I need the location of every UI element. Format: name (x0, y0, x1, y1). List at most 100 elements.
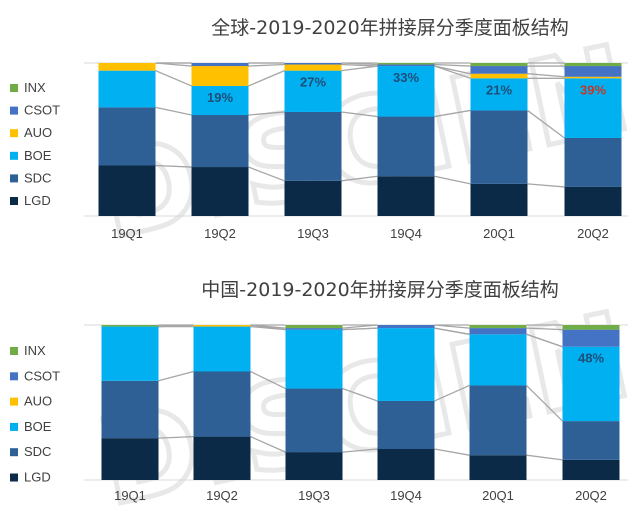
bar-sdc-19q4 (377, 116, 435, 177)
bar-inx-20q2 (564, 63, 622, 67)
series-line-lgd (434, 175, 471, 185)
bar-lgd-20q2 (562, 459, 620, 480)
bar-sdc-19q3 (284, 111, 342, 181)
legend-swatch-auo (10, 397, 18, 406)
legend-swatch-lgd (10, 473, 18, 482)
series-line-boe (341, 65, 378, 72)
x-tick-label: 19Q4 (390, 488, 422, 503)
series-line-sdc (527, 109, 565, 139)
bar-csot-20q2 (562, 329, 620, 347)
series-line-auo (434, 327, 470, 335)
bar-sdc-19q1 (98, 107, 156, 166)
series-line-lgd (434, 448, 470, 456)
bar-sdc-19q2 (191, 115, 249, 168)
bar-sdc-20q2 (562, 421, 620, 460)
bar-sdc-19q2 (193, 371, 251, 437)
series-line-lgd (342, 448, 378, 453)
legend-swatch-csot (10, 372, 18, 381)
legend-swatch-boe (10, 151, 18, 160)
bar-boe-19q2 (191, 85, 249, 116)
series-line-auo (434, 65, 471, 75)
x-tick-label: 20Q2 (575, 488, 607, 503)
chart-panel-2: 中国-2019-2020年拼接屏分季度面板结构 48% 19Q1 19Q2 19Q3 19… (10, 279, 628, 503)
bar-auo-19q3 (284, 64, 342, 71)
bar-auo-19q1 (98, 63, 156, 71)
legend-label-auo: AUO (24, 125, 52, 140)
series-line-boe (434, 65, 471, 79)
bar-boe-19q1 (98, 70, 156, 108)
bar-boe-20q2 (564, 78, 622, 138)
series-line-sdc (155, 106, 192, 116)
bar-sdc-20q2 (564, 137, 622, 187)
bar-lgd-19q2 (191, 167, 249, 216)
legend-label-lgd: LGD (24, 470, 51, 485)
bar-csot-20q2 (564, 66, 622, 77)
legend: INX CSOT AUO BOE SDC LGD (10, 80, 60, 208)
bar-csot-19q3 (285, 328, 343, 330)
bar-boe-19q1 (101, 326, 159, 381)
series-line-boe (248, 70, 285, 87)
data-label-boe-19q3: 27% (300, 75, 326, 90)
bar-csot-19q3 (284, 63, 342, 65)
legend-swatch-inx (10, 84, 18, 92)
bar-boe-19q4 (377, 328, 435, 401)
legend-label-inx: INX (24, 343, 46, 358)
bar-boe-20q2 (562, 346, 620, 422)
series-lines (158, 324, 563, 461)
legend-swatch-sdc (10, 448, 18, 457)
bar-boe-20q1 (469, 334, 527, 386)
series-line-csot (526, 327, 563, 331)
bar-inx-19q1 (101, 325, 159, 327)
data-label-boe-19q4: 33% (393, 70, 419, 85)
x-tick-label: 20Q2 (577, 226, 609, 241)
bar-sdc-19q4 (377, 400, 435, 449)
legend-swatch-sdc (10, 174, 18, 183)
legend-label-boe: BOE (24, 419, 52, 434)
bar-inx-20q1 (469, 325, 527, 329)
bar-lgd-19q3 (284, 180, 342, 216)
bar-inx-20q2 (562, 325, 620, 330)
bar-inx-19q3 (285, 325, 343, 329)
bar-csot-19q4 (377, 64, 435, 67)
bar-boe-20q1 (470, 78, 528, 111)
bar-lgd-19q3 (285, 452, 343, 480)
series-line-sdc (250, 370, 286, 390)
series-line-sdc (526, 384, 563, 422)
series-line-lgd (248, 166, 285, 182)
bar-boe-19q2 (193, 326, 251, 372)
legend-label-csot: CSOT (24, 368, 60, 383)
bar-lgd-19q4 (377, 449, 435, 480)
series-line-sdc (434, 384, 470, 402)
series-line-auo (527, 73, 565, 78)
legend-label-inx: INX (24, 80, 46, 95)
bar-auo-20q1 (470, 73, 528, 79)
series-line-auo (341, 63, 378, 67)
series-line-lgd (527, 183, 565, 188)
watermark-top: DISCIEN (87, 19, 640, 266)
bar-csot-19q4 (377, 325, 435, 329)
series-line-lgd (155, 164, 192, 168)
series-line-boe (155, 70, 192, 87)
series-lines (155, 62, 565, 188)
legend-label-sdc: SDC (24, 170, 51, 185)
legend-swatch-lgd (10, 197, 18, 205)
bar-lgd-19q2 (193, 436, 251, 480)
data-label-boe-20q1: 21% (486, 82, 512, 97)
bar-sdc-20q1 (470, 110, 528, 184)
bar-boe-19q3 (285, 329, 343, 389)
legend-swatch-inx (10, 347, 18, 355)
bar-inx-19q4 (377, 63, 435, 65)
series-line-auo (526, 333, 563, 348)
series-line-sdc (341, 111, 378, 118)
data-label-boe-19q2: 19% (207, 90, 233, 105)
series-line-lgd (526, 454, 563, 461)
series-line-lgd (341, 175, 378, 182)
data-label-boe-20q2: 48% (578, 351, 604, 366)
series-line-sdc (342, 387, 378, 402)
bar-sdc-20q1 (469, 385, 527, 456)
data-label-boe-20q2: 39% (580, 82, 606, 97)
x-tick-label: 19Q3 (298, 488, 330, 503)
watermark-bottom: DISCIEN (87, 286, 640, 529)
bar-lgd-19q4 (377, 176, 435, 216)
legend-label-csot: CSOT (24, 103, 60, 118)
